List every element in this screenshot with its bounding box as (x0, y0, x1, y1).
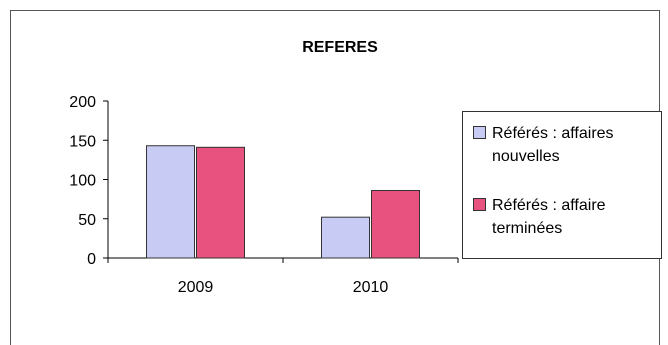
legend-label-nouvelles: Référés : affaires nouvelles (492, 122, 614, 168)
bar-terminees-2010 (371, 189, 420, 259)
legend-swatch-nouvelles (473, 126, 486, 139)
legend-label-nouvelles-line2: nouvelles (492, 148, 560, 165)
x-tick-label-2010: 2010 (353, 279, 389, 296)
y-tick-label-100: 100 (69, 173, 96, 190)
legend-label-terminees-line2: terminées (492, 220, 563, 237)
legend-label-terminees: Référés : affaire terminées (492, 194, 606, 240)
legend: Référés : affaires nouvelles Référés : a… (462, 111, 662, 259)
legend-label-terminees-line1: Référés : affaire (492, 197, 606, 214)
plot-area: 0 50 100 150 200 2009 2010 (69, 94, 459, 296)
y-tick-label-200: 200 (69, 94, 96, 111)
y-tick-label-0: 0 (87, 251, 96, 268)
y-tick-label-50: 50 (78, 212, 96, 229)
bar-terminees-2009 (196, 146, 245, 259)
bar-nouvelles-2009 (146, 145, 195, 259)
bar-nouvelles-2010 (321, 216, 370, 259)
y-tick-label-150: 150 (69, 133, 96, 150)
legend-swatch-terminees (473, 198, 486, 211)
x-tick-label-2009: 2009 (178, 279, 214, 296)
chart-title: REFERES (302, 39, 378, 56)
legend-label-nouvelles-line1: Référés : affaires (492, 125, 614, 142)
